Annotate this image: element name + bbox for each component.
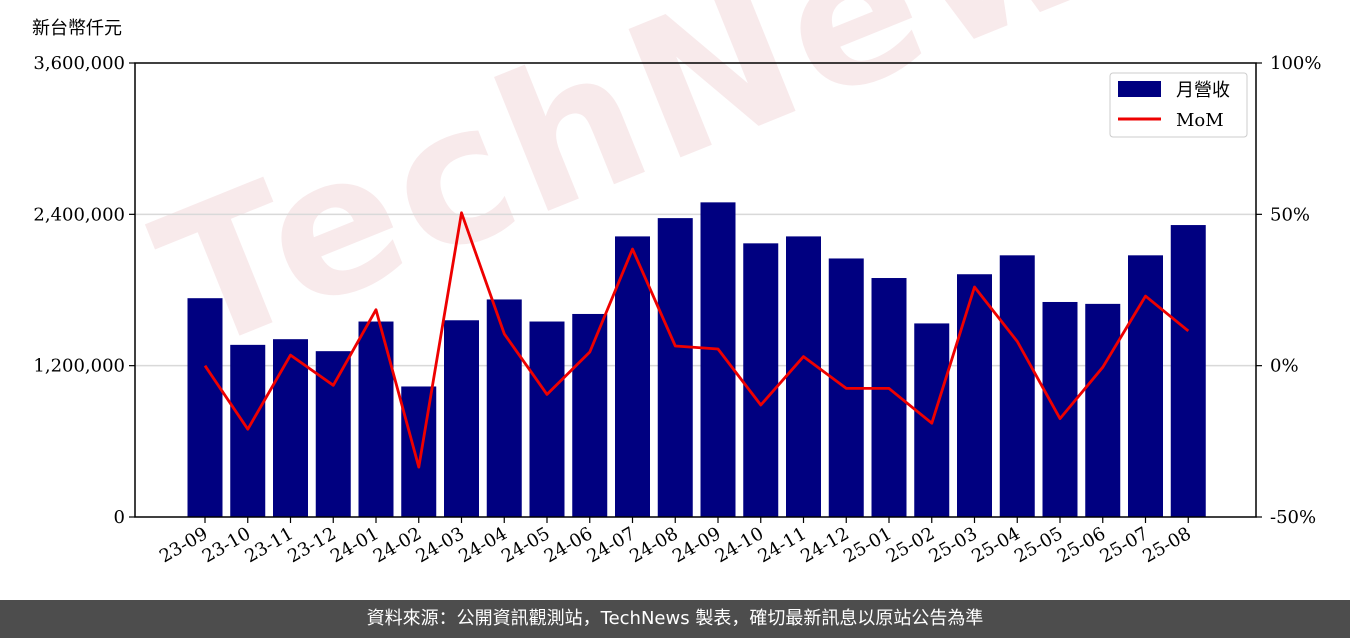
x-tick-label: 24-12	[797, 523, 852, 567]
x-tick-label: 24-07	[584, 523, 639, 567]
x-axis: 23-0923-1023-1123-1224-0124-0224-0324-04…	[156, 517, 1195, 567]
left-tick-label: 0	[114, 507, 125, 528]
mom-series-line	[203, 211, 1190, 469]
y-axis-unit-label: 新台幣仟元	[32, 18, 122, 39]
right-tick-label: 50%	[1270, 204, 1310, 225]
revenue-bar-24-05	[529, 321, 565, 517]
revenue-bar-24-03	[444, 320, 479, 517]
x-tick-label: 24-03	[413, 523, 468, 567]
revenue-bar-24-02	[401, 386, 437, 517]
legend-label-mom: MoM	[1176, 110, 1224, 131]
x-tick-label: 24-06	[541, 523, 596, 567]
left-tick-label: 3,600,000	[33, 53, 125, 74]
x-tick-label: 24-10	[712, 523, 767, 567]
revenue-bar-23-10	[230, 344, 266, 517]
left-tick-label: 2,400,000	[33, 204, 125, 225]
revenue-bar-25-04	[999, 255, 1035, 517]
revenue-bar-24-08	[657, 218, 693, 517]
revenue-bars	[187, 202, 1206, 518]
legend-swatch-revenue	[1118, 81, 1161, 97]
legend: 月營收 MoM	[1109, 72, 1248, 138]
right-tick-label: 0%	[1270, 356, 1299, 377]
x-tick-label: 24-04	[455, 523, 510, 567]
revenue-bar-25-03	[957, 274, 992, 517]
x-tick-label: 25-02	[883, 523, 938, 567]
revenue-bar-24-07	[615, 236, 650, 517]
x-tick-label: 24-05	[498, 523, 553, 567]
revenue-bar-25-07	[1128, 255, 1163, 517]
x-tick-label: 24-01	[327, 523, 382, 567]
revenue-bar-24-11	[786, 236, 821, 517]
revenue-bar-25-06	[1085, 303, 1121, 517]
x-tick-label: 23-11	[242, 523, 297, 567]
plot-frame	[134, 62, 1257, 518]
left-y-axis: 0 1,200,000 2,400,000 3,600,000	[33, 53, 135, 528]
x-tick-label: 23-09	[156, 523, 211, 567]
revenue-chart: 0 1,200,000 2,400,000 3,600,000 -50% 0% 50% 10…	[33, 53, 1321, 567]
x-tick-label: 25-05	[1011, 523, 1066, 567]
mom-line	[203, 211, 1190, 469]
revenue-bar-24-09	[700, 202, 736, 517]
legend-label-revenue: 月營收	[1176, 80, 1230, 101]
x-tick-label: 25-04	[968, 523, 1023, 567]
x-tick-label: 25-01	[840, 523, 895, 567]
x-tick-label: 25-03	[926, 523, 981, 567]
x-tick-label: 24-11	[755, 523, 810, 567]
revenue-bar-23-12	[315, 351, 351, 517]
right-y-axis: -50% 0% 50% 100%	[1256, 53, 1321, 528]
revenue-bar-24-10	[743, 243, 779, 518]
right-tick-label: -50%	[1270, 507, 1316, 528]
right-tick-label: 100%	[1270, 53, 1321, 74]
revenue-bar-25-05	[1042, 301, 1078, 517]
x-tick-label: 25-07	[1097, 523, 1152, 567]
revenue-bar-23-11	[273, 339, 308, 517]
source-footer: 資料來源：公開資訊觀測站，TechNews 製表，確切最新訊息以原站公告為準	[0, 600, 1350, 638]
x-tick-label: 24-09	[669, 523, 724, 567]
x-tick-label: 25-08	[1139, 523, 1194, 567]
x-tick-label: 24-02	[370, 523, 425, 567]
x-tick-label: 23-10	[199, 523, 254, 567]
revenue-bar-23-09	[187, 298, 223, 517]
revenue-bar-25-08	[1170, 225, 1206, 517]
x-tick-label: 23-12	[284, 523, 339, 567]
x-tick-label: 25-06	[1054, 523, 1109, 567]
revenue-bar-24-06	[572, 313, 608, 517]
left-tick-label: 1,200,000	[33, 356, 125, 377]
x-tick-label: 24-08	[626, 523, 681, 567]
